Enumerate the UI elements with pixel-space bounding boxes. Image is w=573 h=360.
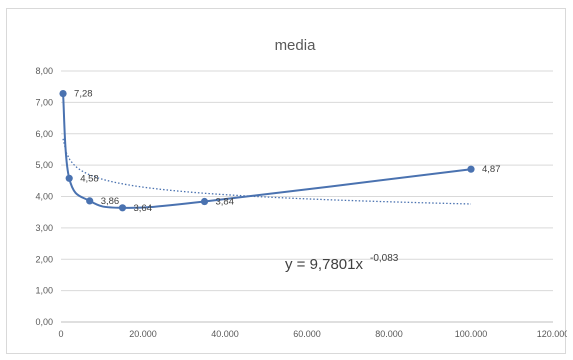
data-point (200, 197, 209, 206)
data-point (65, 174, 73, 182)
data-point (467, 165, 475, 173)
chart-frame: media 0,00 1,00 2,00 3,00 4,00 5,00 6,00 7,00 8,… (6, 8, 567, 354)
y-tick-label: 6,00 (35, 129, 53, 139)
data-point (86, 197, 94, 205)
trendline-equation-exponent: -0,083 (370, 253, 399, 264)
y-tick-label: 4,00 (35, 192, 53, 202)
data-label: 4,87 (482, 164, 501, 175)
y-tick-label: 8,00 (35, 66, 53, 76)
data-labels: 7,28 4,58 3,86 3,64 3,84 4,87 (74, 89, 500, 214)
x-tick-label: 40.000 (211, 329, 239, 339)
chart-title: media (275, 37, 317, 54)
series-line (62, 93, 472, 209)
data-point (118, 204, 127, 212)
data-label: 3,84 (216, 197, 235, 208)
data-point (59, 89, 67, 98)
data-label: 7,28 (74, 89, 93, 100)
trendline-equation: y = 9,7801x (285, 256, 363, 273)
x-tick-label: 0 (58, 329, 63, 339)
y-tick-label: 1,00 (35, 286, 53, 296)
y-tick-label: 5,00 (35, 160, 53, 170)
x-tick-label: 120.000 (537, 329, 567, 339)
x-tick-label: 20.000 (129, 329, 157, 339)
y-tick-label: 3,00 (35, 223, 53, 233)
tick-labels: 0,00 1,00 2,00 3,00 4,00 5,00 6,00 7,00 8,00 0 20.… (35, 66, 567, 339)
y-tick-label: 7,00 (35, 97, 53, 107)
x-tick-label: 100.000 (455, 329, 488, 339)
series (59, 89, 475, 212)
gridlines (61, 70, 553, 323)
y-tick-label: 2,00 (35, 254, 53, 264)
data-label: 4,58 (80, 173, 99, 184)
chart-svg: media 0,00 1,00 2,00 3,00 4,00 5,00 6,00 7,00 8,… (35, 37, 567, 339)
x-tick-label: 80.000 (375, 329, 403, 339)
y-tick-label: 0,00 (35, 317, 53, 327)
x-tick-label: 60.000 (293, 329, 321, 339)
data-label: 3,64 (134, 203, 153, 214)
data-label: 3,86 (101, 196, 120, 207)
